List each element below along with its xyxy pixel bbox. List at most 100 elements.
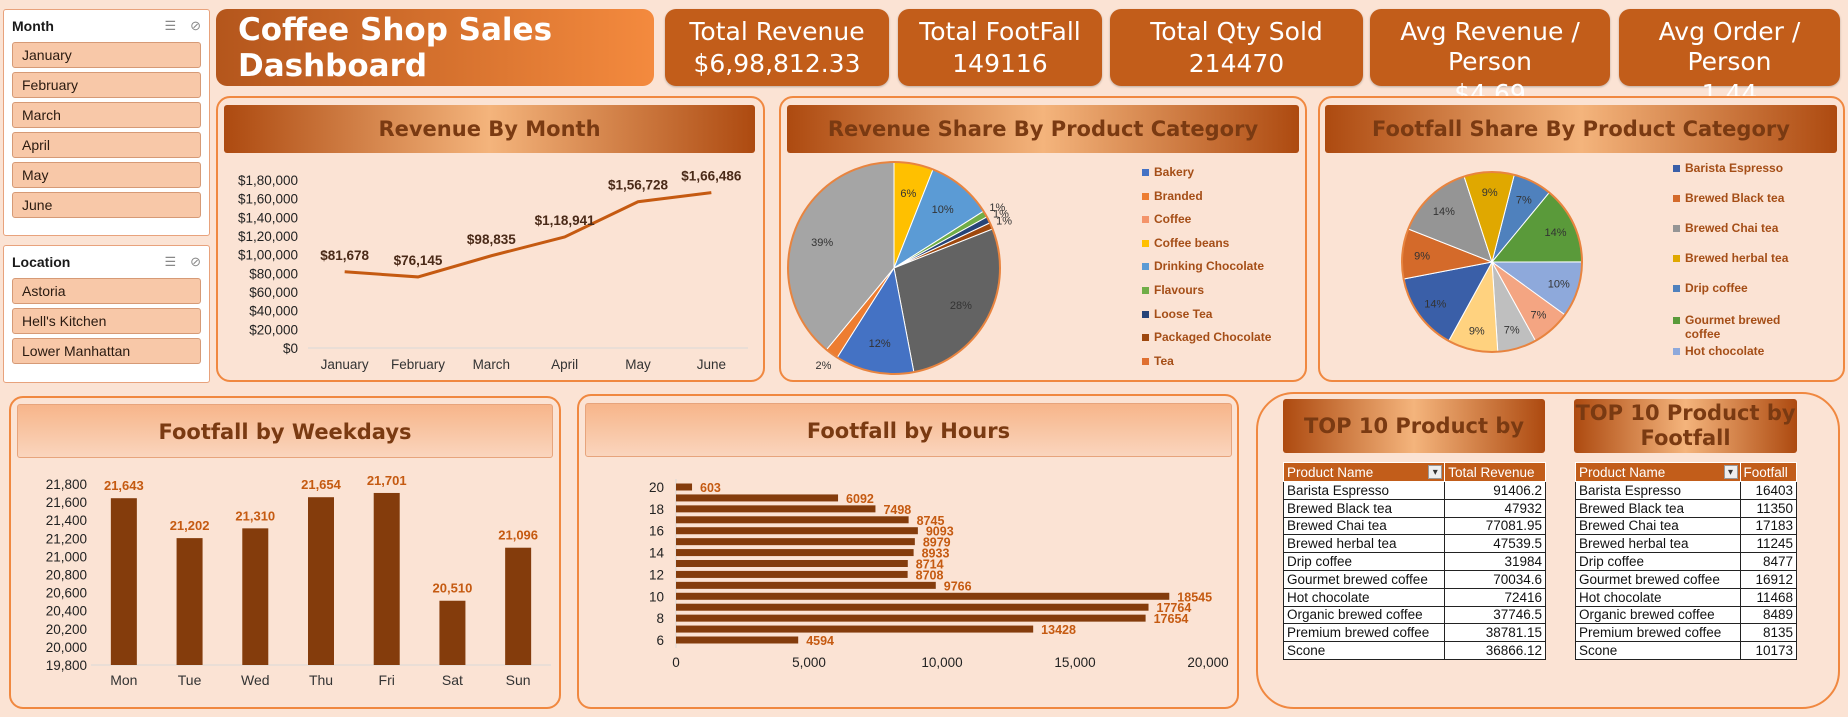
bar — [676, 636, 799, 644]
slice-label: 28% — [950, 300, 972, 312]
bar — [373, 492, 400, 665]
value-cell: 31984 — [1444, 552, 1546, 571]
y-tick-label: 19,800 — [46, 658, 87, 673]
footfall-share-pie: 7% 14% 10% 7% 7% 9% 14% 9% 14% 9% — [1401, 171, 1583, 353]
column-header[interactable]: Product Name ▾ — [1282, 462, 1446, 482]
column-header: Total Revenue — [1444, 462, 1546, 482]
legend-item: Packaged Chocolate — [1142, 330, 1292, 344]
y-tick-label: 21,000 — [46, 549, 87, 564]
value-cell: 70034.6 — [1444, 569, 1546, 589]
clear-filter-icon[interactable]: ⊘ — [190, 18, 201, 33]
month-item-june[interactable]: June — [12, 192, 201, 218]
product-name-cell: Barista Espresso — [1282, 481, 1446, 500]
legend-swatch — [1673, 165, 1680, 172]
x-tick-label: Mon — [110, 672, 137, 688]
table-row: Hot chocolate 11468 — [1575, 587, 1797, 607]
y-tick-label: $40,000 — [249, 304, 298, 319]
clear-filter-icon[interactable]: ⊘ — [190, 254, 201, 269]
data-label: 8933 — [922, 547, 950, 561]
multi-select-icon[interactable]: ☰ — [164, 254, 177, 269]
month-slicer: Month ☰ ⊘ January February March April May Jun… — [3, 9, 210, 236]
slice-label: 2% — [816, 360, 832, 372]
legend-label: Barista Espresso — [1685, 161, 1784, 175]
table-row: Barista Espresso 16403 — [1575, 481, 1797, 500]
chart-title: Footfall Share By Product Category — [1325, 105, 1837, 153]
bar — [676, 603, 1149, 611]
legend-item: Gourmet brewed coffee — [1673, 313, 1813, 341]
bar — [676, 560, 908, 567]
legend-item: Coffee — [1142, 212, 1292, 226]
legend-item: Branded — [1142, 189, 1292, 203]
month-item-february[interactable]: February — [12, 72, 201, 98]
dashboard-title: Coffee Shop Sales Dashboard — [216, 9, 654, 86]
month-item-may[interactable]: May — [12, 162, 201, 188]
bar — [176, 538, 203, 665]
month-item-march[interactable]: March — [12, 102, 201, 128]
chart-title: Footfall by Hours — [585, 403, 1232, 457]
legend-swatch — [1673, 317, 1680, 324]
month-item-april[interactable]: April — [12, 132, 201, 158]
product-name-cell: Brewed herbal tea — [1282, 534, 1446, 554]
multi-select-icon[interactable]: ☰ — [164, 18, 177, 33]
month-item-january[interactable]: January — [12, 42, 201, 68]
chart-title: Revenue By Month — [224, 105, 755, 153]
filter-dropdown-icon[interactable]: ▾ — [1723, 465, 1738, 479]
table-row: Drip coffee 31984 — [1282, 552, 1546, 571]
data-label: 21,701 — [367, 473, 407, 488]
slice-label: 14% — [1433, 206, 1455, 218]
y-tick-label: 20,600 — [46, 586, 87, 601]
x-tick-label: 0 — [672, 655, 680, 670]
y-tick-label: 12 — [649, 567, 664, 582]
slice-label: 9% — [1469, 326, 1485, 338]
footfall-share-panel: Footfall Share By Product Category 7% 14%… — [1318, 96, 1845, 382]
legend-label: Brewed Black tea — [1685, 191, 1785, 205]
slice-label: 9% — [1414, 250, 1430, 262]
table-row: Brewed Black tea 11350 — [1575, 498, 1797, 518]
slice-label: 12% — [869, 338, 891, 350]
data-label: 21,202 — [170, 518, 210, 533]
kpi-label: Total FootFall — [919, 17, 1081, 46]
legend-label: Drinking Chocolate — [1154, 259, 1265, 274]
legend-label: Loose Tea — [1154, 306, 1213, 321]
slice-label: 39% — [811, 237, 833, 249]
value-cell: 11245 — [1739, 534, 1797, 554]
filter-dropdown-icon[interactable]: ▾ — [1428, 465, 1443, 479]
data-label: 9093 — [926, 525, 954, 539]
location-item-astoria[interactable]: Astoria — [12, 278, 201, 304]
x-tick-label: Wed — [241, 672, 270, 688]
column-header[interactable]: Product Name ▾ — [1575, 462, 1741, 482]
pie-outline — [1401, 171, 1583, 353]
legend-item: Brewed Chai tea — [1673, 221, 1823, 235]
legend-item: Brewed herbal tea — [1673, 251, 1823, 265]
location-item-lower-manhattan[interactable]: Lower Manhattan — [12, 338, 201, 364]
kpi-total-qty: Total Qty Sold 214470 — [1110, 9, 1363, 86]
kpi-value: $6,98,812.33 — [693, 49, 861, 78]
data-label: 8708 — [916, 568, 944, 582]
data-label: $76,145 — [394, 253, 443, 268]
bar — [676, 494, 839, 502]
data-label: 7498 — [883, 503, 911, 517]
x-tick-label: Sun — [506, 672, 531, 688]
value-cell: 11350 — [1739, 498, 1797, 518]
location-item-hell-s-kitchen[interactable]: Hell's Kitchen — [12, 308, 201, 334]
revenue-by-month-panel: Revenue By Month $0 $20,000 $40,000 $60,000… — [216, 96, 765, 382]
value-cell: 10173 — [1739, 641, 1797, 660]
y-tick-label: 21,200 — [46, 531, 87, 546]
footfall-weekdays-panel: Footfall by Weekdays 19,800 20,000 20,200 2… — [9, 396, 561, 709]
footfall-weekday-bar-chart: 19,800 20,000 20,200 20,400 20,600 20,800 21,0… — [46, 473, 551, 688]
product-name-cell: Gourmet brewed coffee — [1575, 569, 1741, 589]
y-tick-label: $1,60,000 — [238, 192, 298, 207]
value-cell: 38781.15 — [1444, 623, 1546, 643]
data-label: $81,678 — [320, 248, 369, 263]
legend-label: Brewed Chai tea — [1685, 221, 1779, 235]
top10-footfall-table: Product Name ▾ Footfall Barista Espresso 164… — [1575, 462, 1797, 660]
value-cell: 77081.95 — [1444, 516, 1546, 536]
x-tick-label: 10,000 — [921, 655, 962, 670]
y-tick-label: 18 — [649, 502, 664, 517]
footfall-hours-panel: Footfall by Hours 0 5,000 10,000 15,000 20,0… — [577, 394, 1239, 709]
legend-item: Barista Espresso — [1673, 161, 1823, 175]
slice-label: 6% — [900, 188, 916, 200]
data-label: 9766 — [944, 579, 972, 593]
product-name-cell: Hot chocolate — [1282, 587, 1446, 607]
value-cell: 37746.5 — [1444, 605, 1546, 625]
